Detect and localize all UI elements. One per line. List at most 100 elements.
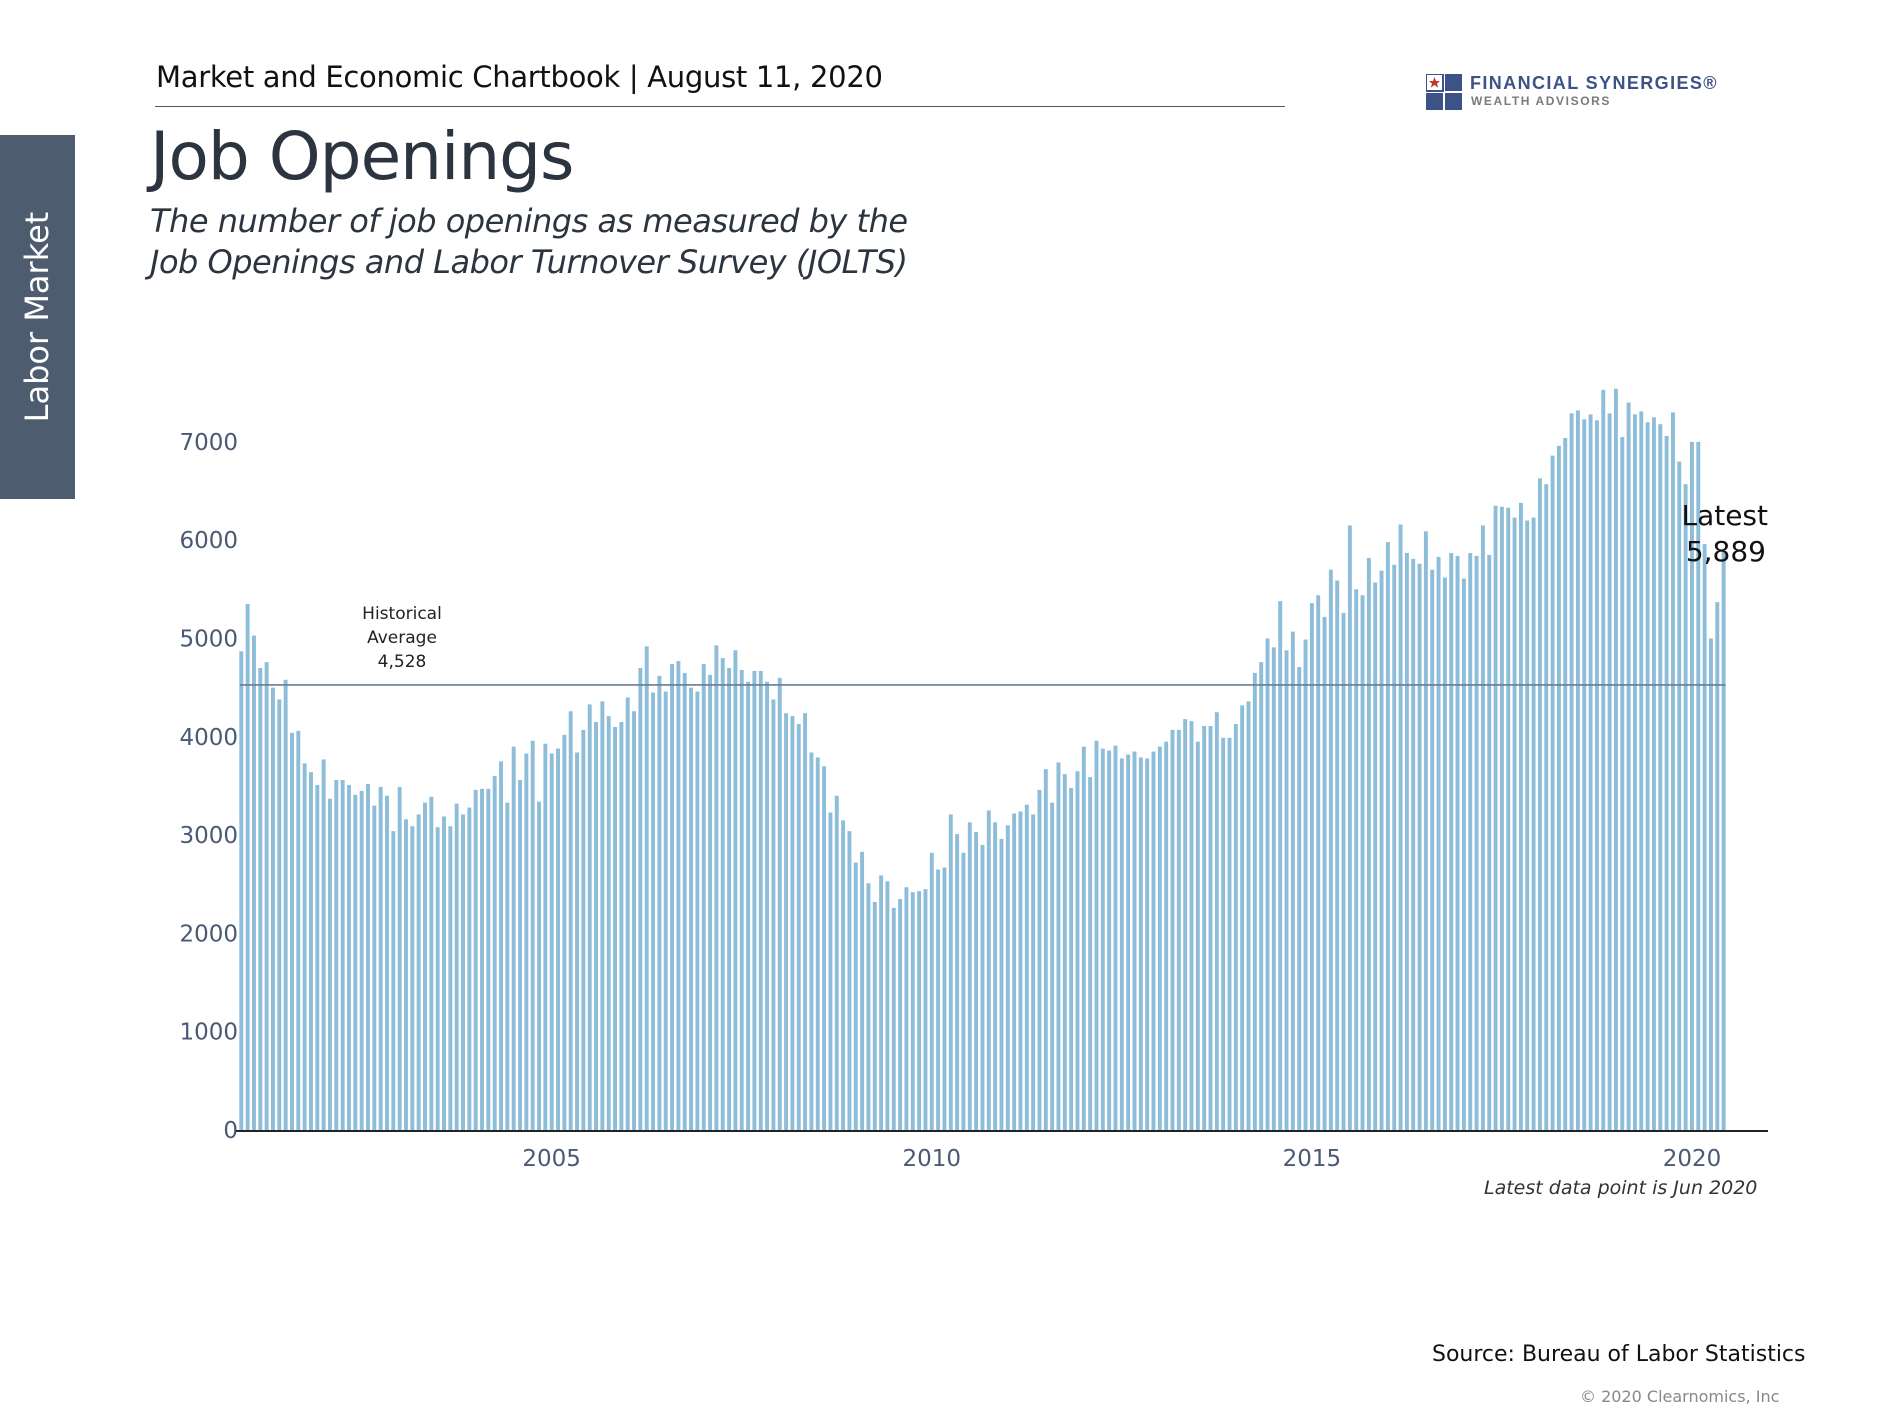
bar — [929, 852, 934, 1130]
bar — [1512, 517, 1517, 1130]
bar — [1404, 552, 1409, 1130]
bar — [1379, 570, 1384, 1130]
bar — [1031, 814, 1036, 1130]
bar — [1119, 758, 1124, 1130]
bar — [549, 753, 554, 1130]
bar — [347, 784, 351, 1130]
bar — [834, 795, 839, 1130]
x-tick-label: 2015 — [1283, 1146, 1342, 1172]
bar — [1328, 569, 1333, 1130]
bar — [568, 711, 573, 1130]
bar — [1499, 506, 1504, 1130]
bar — [296, 730, 301, 1130]
bar — [366, 783, 370, 1130]
historical-average-label: Average — [367, 628, 437, 648]
bar — [302, 763, 307, 1130]
bar — [1613, 388, 1618, 1130]
bar — [1126, 754, 1131, 1130]
bar — [765, 681, 770, 1130]
bar — [1493, 505, 1498, 1130]
bar — [733, 650, 738, 1130]
bar — [1107, 750, 1112, 1130]
bar — [872, 901, 877, 1130]
bar — [1335, 580, 1340, 1130]
bar — [847, 831, 852, 1130]
bar — [1341, 612, 1346, 1130]
latest-data-footnote: Latest data point is Jun 2020 — [1484, 1177, 1758, 1199]
logo-name: FINANCIAL SYNERGIES® — [1470, 73, 1718, 93]
bar — [1094, 740, 1099, 1130]
bar — [891, 907, 896, 1130]
bar — [1145, 758, 1150, 1130]
bar — [1271, 647, 1276, 1130]
bar — [264, 662, 269, 1130]
bar — [695, 691, 700, 1130]
bar — [1430, 569, 1435, 1130]
bar — [1252, 672, 1257, 1130]
bar — [492, 776, 497, 1130]
bar-series — [239, 388, 1726, 1131]
bar — [1202, 725, 1207, 1130]
side-tab — [0, 135, 75, 499]
bar — [328, 798, 332, 1130]
bar — [1100, 748, 1105, 1130]
bar — [1081, 746, 1086, 1130]
bar — [1240, 705, 1245, 1130]
bar — [1259, 662, 1264, 1130]
bar — [771, 699, 776, 1130]
bar — [1525, 520, 1530, 1130]
bar — [359, 790, 364, 1130]
bar — [486, 788, 491, 1130]
bar — [454, 803, 459, 1130]
bar — [499, 761, 503, 1130]
bar — [1278, 601, 1283, 1130]
bar — [910, 892, 915, 1130]
bar — [955, 834, 960, 1130]
bar — [1569, 413, 1574, 1130]
bar — [1005, 825, 1010, 1130]
bar — [784, 713, 789, 1130]
bar — [1360, 595, 1365, 1130]
y-tick-label: 7000 — [179, 430, 238, 456]
bar — [1588, 414, 1593, 1131]
bar — [1157, 746, 1162, 1130]
bar — [1689, 441, 1694, 1130]
bar — [853, 862, 858, 1130]
bar — [283, 679, 288, 1130]
bar — [1227, 737, 1232, 1130]
bar — [841, 820, 846, 1130]
bar — [727, 667, 732, 1130]
bar — [562, 734, 567, 1130]
bar — [708, 674, 713, 1130]
bar — [948, 814, 953, 1130]
bar — [1233, 724, 1238, 1130]
bar — [758, 670, 763, 1130]
bar — [321, 759, 326, 1130]
bar — [537, 801, 541, 1130]
bar — [1012, 813, 1017, 1130]
bar — [815, 757, 820, 1130]
y-tick-label: 4000 — [179, 725, 238, 751]
bar — [1664, 436, 1669, 1130]
bar — [1050, 802, 1055, 1130]
bar — [1651, 417, 1656, 1130]
bar — [340, 780, 345, 1130]
bar — [581, 729, 586, 1130]
bar — [752, 670, 757, 1130]
bar — [1442, 577, 1447, 1130]
y-tick-label: 2000 — [179, 921, 238, 947]
bar — [936, 869, 941, 1130]
bar — [803, 713, 808, 1130]
bar — [790, 716, 795, 1130]
bar — [258, 667, 263, 1130]
bar — [404, 819, 408, 1130]
bar — [1069, 787, 1074, 1130]
bar — [1708, 638, 1713, 1130]
bar — [885, 881, 890, 1130]
logo-mark-icon — [1426, 74, 1462, 110]
bar — [1354, 589, 1359, 1130]
bar — [1683, 484, 1688, 1130]
bar — [467, 807, 472, 1130]
bar — [334, 780, 339, 1130]
bar — [1309, 603, 1314, 1130]
